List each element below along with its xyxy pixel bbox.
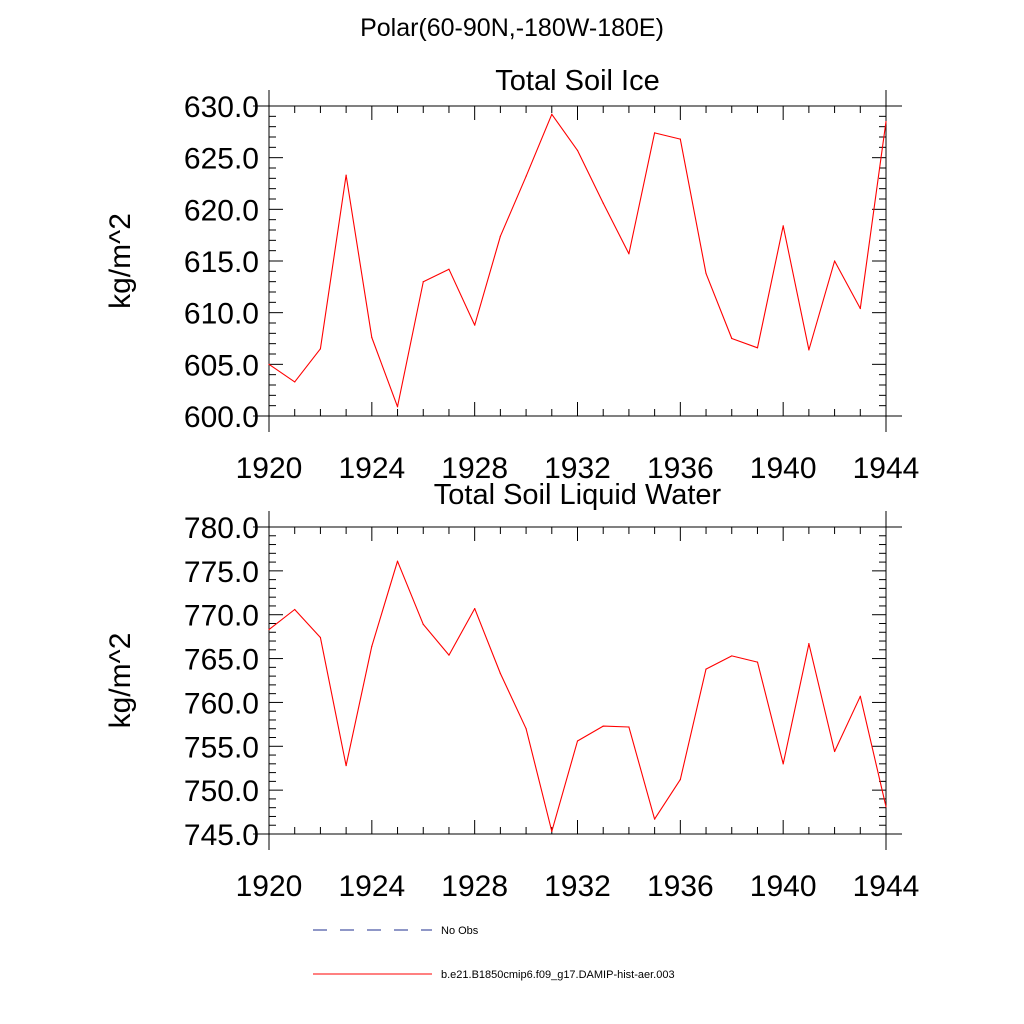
x-tick-label: 1944 xyxy=(853,870,920,903)
data-point xyxy=(859,307,861,310)
x-tick-label: 1932 xyxy=(544,452,611,485)
y-axis-label: kg/m^2 xyxy=(104,213,137,309)
data-point xyxy=(654,818,656,820)
data-point xyxy=(499,235,501,237)
x-tick-label: 1924 xyxy=(338,870,405,903)
data-point xyxy=(371,645,373,647)
data-point xyxy=(628,726,630,728)
data-point xyxy=(396,560,399,562)
y-tick-label: 605.0 xyxy=(184,349,259,382)
data-point xyxy=(474,607,476,610)
y-tick-label: 610.0 xyxy=(184,298,259,331)
x-tick-label: 1924 xyxy=(338,452,405,485)
data-point xyxy=(499,672,501,675)
x-tick-label: 1936 xyxy=(647,870,714,903)
data-point xyxy=(628,253,630,255)
data-point xyxy=(551,113,553,115)
legend-series-label: b.e21.B1850cmip6.f09_g17.DAMIP-hist-aer.… xyxy=(441,969,675,981)
data-point xyxy=(268,363,270,365)
data-point xyxy=(602,202,604,204)
data-point xyxy=(345,764,347,767)
data-point xyxy=(294,608,296,611)
series-line xyxy=(268,560,887,832)
data-point xyxy=(448,654,450,656)
x-tick-label: 1932 xyxy=(544,870,611,903)
x-tick-label: 1936 xyxy=(647,452,714,485)
data-point xyxy=(422,623,424,625)
y-tick-label: 615.0 xyxy=(184,246,259,279)
plot-frame xyxy=(268,526,887,835)
y-tick-label: 620.0 xyxy=(184,194,259,227)
data-point xyxy=(525,728,527,730)
data-point xyxy=(731,655,733,657)
data-point xyxy=(345,174,347,176)
data-point xyxy=(756,661,759,663)
data-point xyxy=(371,336,373,339)
data-point xyxy=(319,636,322,639)
plot-frame xyxy=(268,105,887,417)
y-tick-label: 780.0 xyxy=(184,512,259,545)
y-tick-label: 770.0 xyxy=(184,600,259,633)
y-tick-label: 625.0 xyxy=(184,143,259,176)
x-tick-label: 1940 xyxy=(750,870,817,903)
data-point xyxy=(654,132,656,134)
figure-title: Polar(60-90N,-180W-180E) xyxy=(360,14,664,42)
data-point xyxy=(448,268,450,270)
data-point xyxy=(731,337,733,340)
data-point xyxy=(782,225,784,227)
data-point xyxy=(576,149,579,152)
x-tick-label: 1944 xyxy=(853,452,920,485)
panel-total-soil-liquid-water: 1920 1924 1928 1932 1936 1940 1944 745.0 750.0 75… xyxy=(104,479,919,903)
x-tick-label: 1920 xyxy=(236,870,303,903)
y-tick-label: 775.0 xyxy=(184,556,259,589)
legend: No Obs b.e21.B1850cmip6.f09_g17.DAMIP-hi… xyxy=(313,925,675,981)
data-point xyxy=(885,806,887,808)
data-point xyxy=(705,668,707,670)
legend-no-obs-label: No Obs xyxy=(441,925,479,937)
panel-title: Total Soil Ice xyxy=(495,65,659,97)
y-tick-label: 600.0 xyxy=(184,401,259,434)
data-point xyxy=(551,830,553,832)
data-point xyxy=(294,381,296,383)
data-point xyxy=(525,175,527,177)
data-point xyxy=(422,281,424,283)
data-point xyxy=(833,260,836,262)
data-point xyxy=(808,349,810,351)
x-tick-label: 1928 xyxy=(441,870,508,903)
y-tick-label: 630.0 xyxy=(184,91,259,124)
data-point xyxy=(576,740,579,742)
x-tick-label: 1928 xyxy=(441,452,508,485)
data-point xyxy=(319,348,322,350)
x-tick-label: 1920 xyxy=(236,452,303,485)
y-axis-label: kg/m^2 xyxy=(104,633,137,729)
data-point xyxy=(808,643,810,645)
data-point xyxy=(833,750,836,753)
y-tick-label: 765.0 xyxy=(184,644,259,677)
y-tick-label: 750.0 xyxy=(184,775,259,808)
y-tick-label: 760.0 xyxy=(184,687,259,720)
data-point xyxy=(885,120,887,123)
data-point xyxy=(859,695,861,697)
y-tick-label: 745.0 xyxy=(184,819,259,852)
data-point xyxy=(756,347,759,349)
data-point xyxy=(396,406,399,408)
data-point xyxy=(602,725,604,727)
data-point xyxy=(705,272,707,274)
series-line xyxy=(268,113,887,408)
panel-title: Total Soil Liquid Water xyxy=(434,479,722,511)
data-point xyxy=(679,138,681,140)
data-point xyxy=(268,629,270,631)
data-point xyxy=(679,779,681,781)
x-tick-label: 1940 xyxy=(750,452,817,485)
panel-total-soil-ice: 1920 1924 1928 1932 1936 1940 1944 600.0 605.0 61… xyxy=(104,65,919,485)
data-point xyxy=(782,763,784,765)
y-tick-label: 755.0 xyxy=(184,731,259,764)
data-point xyxy=(474,324,476,326)
